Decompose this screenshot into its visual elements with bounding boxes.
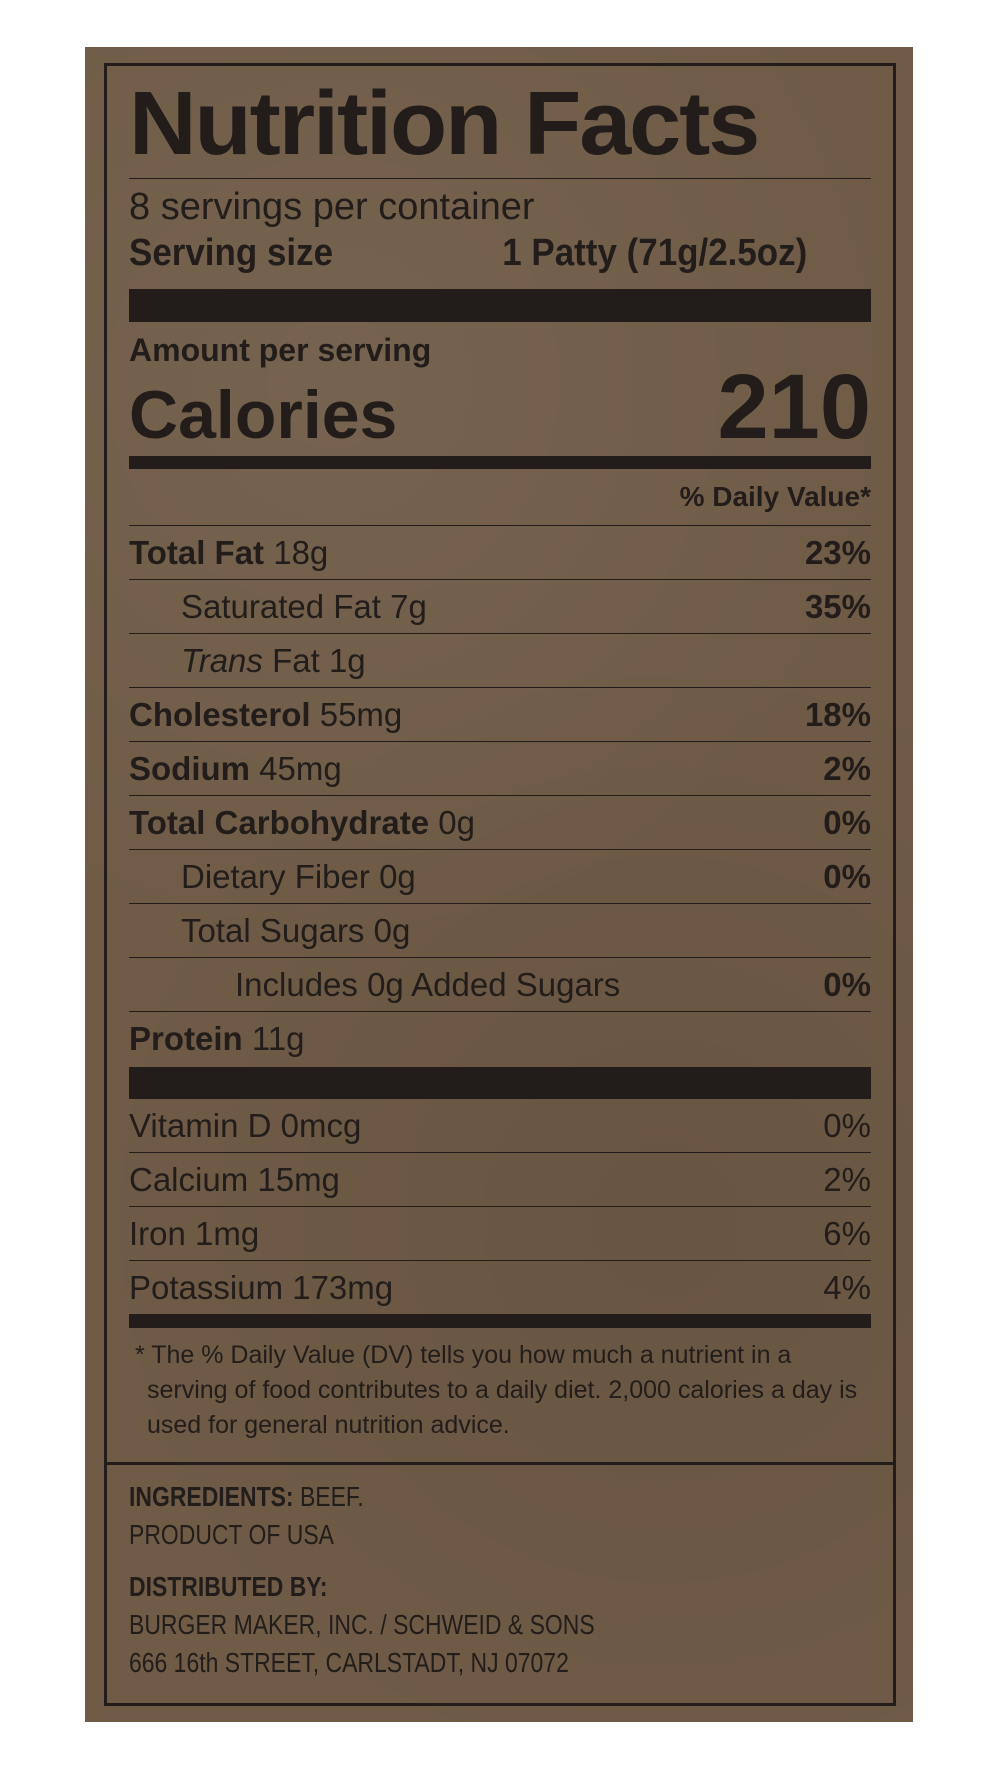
section-divider (107, 1462, 893, 1465)
nutrient-name: Saturated Fat (181, 587, 381, 625)
nutrient-row-total-fat: Total Fat 18g 23% (129, 526, 871, 580)
nutrient-dv: 18% (804, 695, 871, 733)
vitamin-name: Calcium 15mg (129, 1160, 340, 1198)
ingredients-value: BEEF. (299, 1481, 364, 1512)
daily-value-header: % Daily Value* (129, 469, 871, 526)
serving-size-value: 1 Patty (71g/2.5oz) (502, 232, 808, 274)
nutrient-row-trans-fat: Trans Fat 1g (129, 634, 871, 688)
nutrient-name: Trans (181, 641, 263, 679)
thick-divider (129, 1067, 871, 1099)
ingredients-label: INGREDIENTS: (129, 1481, 294, 1512)
divider (129, 178, 871, 179)
nutrient-name: Total Carbohydrate (129, 803, 430, 841)
nutrition-panel: Nutrition Facts 8 servings per container… (129, 66, 871, 1443)
nutrient-dv: 35% (804, 587, 871, 625)
distributed-by-label: DISTRIBUTED BY: (129, 1571, 328, 1602)
distributor-address: 666 16th STREET, CARLSTADT, NJ 07072 (129, 1647, 569, 1678)
medium-divider (129, 456, 871, 469)
daily-value-footnote: * The % Daily Value (DV) tells you how m… (135, 1341, 858, 1439)
nutrient-name-suffix: Fat (272, 641, 320, 679)
thick-divider (129, 289, 871, 322)
nutrient-row-dietary-fiber: Dietary Fiber 0g 0% (129, 850, 871, 904)
nutrient-amount: 1g (328, 641, 366, 679)
nutrient-name: Includes 0g Added Sugars (235, 965, 621, 1003)
nutrient-name: Total Sugars (181, 911, 365, 949)
nutrient-name: Cholesterol (129, 695, 311, 733)
serving-size-label: Serving size (129, 232, 334, 274)
calories-value: 210 (717, 356, 872, 458)
vitamin-dv: 0% (823, 1106, 871, 1144)
vitamin-row: Potassium 173mg 4% (129, 1261, 871, 1314)
nutrient-amount: 45mg (259, 749, 342, 787)
calories-row: Calories 210 (129, 361, 871, 453)
origin: PRODUCT OF USA (129, 1519, 334, 1550)
nutrient-amount: 18g (273, 533, 329, 571)
nutrient-row-protein: Protein 11g (129, 1012, 871, 1065)
nutrient-dv: 0% (823, 803, 871, 841)
serving-size: Serving size 1 Patty (71g/2.5oz) (129, 229, 866, 277)
nutrition-label: Nutrition Facts 8 servings per container… (85, 47, 913, 1722)
nutrient-amount: 11g (251, 1019, 305, 1057)
vitamin-row: Iron 1mg 6% (129, 1207, 871, 1261)
nutrient-row-total-sugars: Total Sugars 0g (129, 904, 871, 958)
vitamin-name: Potassium 173mg (129, 1268, 394, 1306)
title: Nutrition Facts (129, 74, 760, 174)
nutrient-dv: 0% (823, 965, 871, 1003)
vitamin-name: Iron 1mg (129, 1214, 260, 1252)
nutrient-amount: 55mg (319, 695, 403, 733)
vitamin-dv: 6% (823, 1214, 871, 1252)
vitamin-dv: 2% (823, 1160, 871, 1198)
calories-label: Calories (129, 377, 398, 453)
nutrient-row-sodium: Sodium 45mg 2% (129, 742, 871, 796)
nutrient-dv: 2% (823, 749, 871, 787)
nutrient-dv: 23% (804, 533, 871, 571)
nutrient-amount: 7g (390, 587, 427, 625)
nutrient-amount: 0g (438, 803, 475, 841)
nutrient-name: Dietary Fiber (181, 857, 370, 895)
nutrient-row-added-sugars: Includes 0g Added Sugars 0% (129, 958, 871, 1012)
nutrient-amount: 0g (373, 911, 411, 949)
vitamin-row: Vitamin D 0mcg 0% (129, 1099, 871, 1153)
nutrient-row-total-carbohydrate: Total Carbohydrate 0g 0% (129, 796, 871, 850)
vitamin-row: Calcium 15mg 2% (129, 1153, 871, 1207)
medium-divider (129, 1314, 871, 1328)
label-border: Nutrition Facts 8 servings per container… (104, 63, 896, 1706)
ingredients-section: INGREDIENTS: BEEF. PRODUCT OF USA DISTRI… (129, 1478, 595, 1682)
nutrient-name: Total Fat (129, 533, 265, 571)
amount-per-serving: Amount per serving (129, 332, 432, 368)
servings-per-container: 8 servings per container (129, 186, 535, 228)
distributor-name: BURGER MAKER, INC. / SCHWEID & SONS (129, 1609, 595, 1640)
vitamin-name: Vitamin D 0mcg (129, 1106, 362, 1144)
nutrient-amount: 0g (379, 857, 416, 895)
nutrient-name: Sodium (129, 749, 250, 787)
nutrient-row-cholesterol: Cholesterol 55mg 18% (129, 688, 871, 742)
nutrient-row-saturated-fat: Saturated Fat 7g 35% (129, 580, 871, 634)
vitamin-dv: 4% (823, 1268, 871, 1306)
nutrient-name: Protein (129, 1019, 243, 1057)
nutrient-dv: 0% (823, 857, 871, 895)
